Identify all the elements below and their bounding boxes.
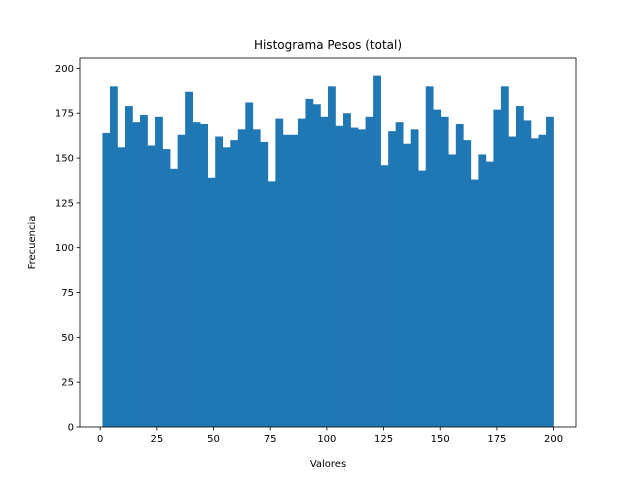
- histogram-bar: [538, 134, 547, 428]
- histogram-bar: [508, 136, 517, 427]
- x-tick-label: 50: [207, 434, 220, 445]
- histogram-bar: [117, 147, 126, 428]
- histogram-bar: [328, 86, 336, 427]
- histogram-bar: [245, 102, 254, 427]
- histogram-bar: [282, 134, 291, 428]
- histogram-bar: [260, 141, 269, 427]
- x-tick-label: 175: [487, 434, 506, 445]
- histogram-bar: [297, 118, 306, 427]
- histogram-bar: [493, 109, 502, 427]
- histogram-bar: [425, 86, 434, 427]
- histogram-bar: [350, 127, 359, 427]
- x-tick-label: 125: [374, 434, 393, 445]
- histogram-bar: [237, 129, 246, 428]
- x-tick-label: 200: [544, 434, 563, 445]
- histogram-bar: [343, 113, 351, 427]
- histogram-bar: [125, 106, 133, 428]
- histogram-bar: [290, 134, 299, 428]
- y-axis-title: Frecuencia: [27, 216, 38, 270]
- histogram-bar: [275, 118, 284, 427]
- y-tick-label: 75: [61, 288, 74, 299]
- histogram-bar: [440, 116, 449, 427]
- histogram-bar: [200, 123, 208, 427]
- histogram-bar: [523, 120, 532, 428]
- histogram-bar: [418, 170, 427, 427]
- y-axis-ticks: 0 25 50 75 100 125 150 175 200: [55, 64, 80, 434]
- x-axis-ticks: 0 25 50 75 100 125 150 175 200: [97, 427, 563, 445]
- histogram-bar: [312, 104, 321, 427]
- histogram-bar: [185, 91, 193, 428]
- y-tick-label: 0: [68, 423, 74, 434]
- histogram-bar: [403, 143, 412, 427]
- y-tick-label: 50: [61, 333, 74, 344]
- histogram-bar: [102, 132, 111, 427]
- histogram-bar: [531, 138, 539, 427]
- x-tick-label: 0: [97, 434, 103, 445]
- histogram-bar: [515, 106, 524, 428]
- x-tick-label: 75: [264, 434, 277, 445]
- histogram-bar: [455, 123, 464, 427]
- plot-frame: [79, 57, 577, 428]
- histogram-bar: [267, 181, 276, 427]
- histogram-bar: [252, 129, 261, 428]
- histogram-bar: [162, 149, 171, 427]
- y-tick-label: 125: [55, 198, 74, 209]
- histogram-bar: [395, 122, 404, 427]
- histogram-bar: [448, 154, 457, 427]
- histogram-bar: [373, 75, 381, 427]
- x-tick-label: 100: [317, 434, 336, 445]
- y-tick-label: 150: [55, 154, 74, 165]
- histogram-bar: [380, 165, 389, 427]
- x-axis-title: Valores: [310, 459, 346, 470]
- chart-title: Histograma Pesos (total): [254, 38, 402, 52]
- histogram-bar: [335, 125, 344, 427]
- histogram-bar: [358, 129, 366, 428]
- x-tick-label: 150: [431, 434, 450, 445]
- histogram-bar: [410, 129, 419, 428]
- histogram-bar: [177, 134, 186, 428]
- histogram-bar: [192, 122, 201, 427]
- histogram-bar: [463, 140, 472, 427]
- histogram-bar: [433, 109, 442, 427]
- histogram-bar: [132, 122, 141, 427]
- histogram-bar: [365, 116, 374, 427]
- y-tick-label: 100: [55, 243, 74, 254]
- histogram-bar: [230, 140, 239, 427]
- histogram-bar: [222, 147, 231, 428]
- histogram-bar: [478, 154, 487, 427]
- histogram-bar: [155, 116, 163, 427]
- histogram-bar: [485, 161, 494, 427]
- histogram-bar: [170, 168, 178, 427]
- histogram-bar: [320, 116, 329, 427]
- histogram-bar: [215, 136, 224, 427]
- histogram-bar: [207, 177, 216, 427]
- histogram-bar: [305, 98, 314, 427]
- y-tick-label: 25: [61, 378, 74, 389]
- y-tick-label: 175: [55, 109, 74, 120]
- histogram-bar: [500, 86, 509, 427]
- histogram-bar: [140, 115, 148, 428]
- histogram-bar: [546, 116, 554, 427]
- bars-group: [102, 75, 554, 428]
- histogram-bar: [147, 145, 156, 427]
- histogram-bar: [388, 131, 396, 427]
- histogram-bar: [109, 86, 118, 427]
- histogram-bar: [470, 179, 479, 427]
- x-tick-label: 25: [150, 434, 163, 445]
- y-tick-label: 200: [55, 64, 74, 75]
